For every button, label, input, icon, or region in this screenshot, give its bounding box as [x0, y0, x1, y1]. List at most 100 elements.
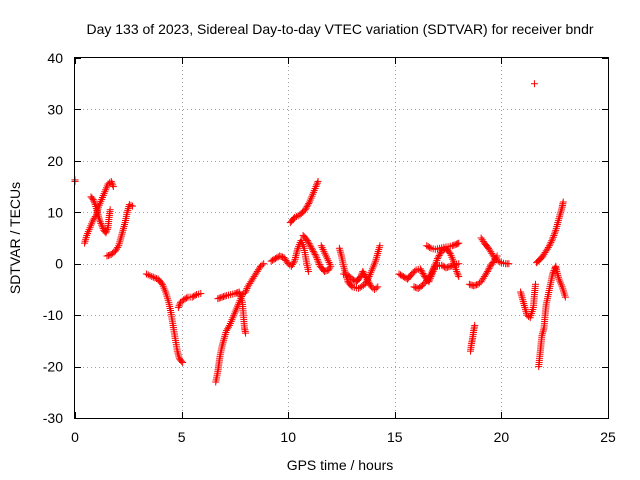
data-point: [455, 260, 463, 268]
data-point: [336, 248, 344, 256]
data-point: [304, 201, 312, 209]
x-tick-label: 15: [387, 429, 403, 445]
data-point: [308, 244, 316, 252]
data-point: [521, 303, 529, 311]
data-point: [374, 248, 382, 255]
data-point: [552, 224, 560, 232]
data-point: [471, 321, 479, 329]
data-point: [309, 247, 317, 255]
data-point: [292, 213, 300, 221]
data-point: [81, 237, 89, 245]
data-point: [450, 241, 458, 249]
data-point: [554, 217, 562, 225]
data-point: [225, 323, 233, 331]
y-tick-label: -10: [43, 307, 63, 323]
data-point: [303, 237, 311, 245]
data-point: [125, 201, 133, 209]
data-point: [375, 244, 383, 252]
data-point: [376, 242, 384, 250]
data-point: [470, 282, 478, 290]
data-point: [445, 263, 453, 271]
data-point: [556, 211, 564, 219]
data-point: [91, 199, 99, 207]
data-point: [439, 262, 447, 270]
y-tick-label: 40: [47, 50, 63, 66]
data-point: [314, 177, 322, 185]
data-point: [217, 294, 225, 302]
data-point: [220, 336, 228, 344]
data-point: [363, 275, 371, 283]
data-point: [190, 292, 198, 300]
data-point: [121, 221, 129, 228]
data-point: [399, 273, 407, 281]
data-point: [178, 357, 186, 365]
data-point: [311, 250, 319, 258]
data-point: [549, 235, 557, 243]
data-point: [232, 289, 240, 297]
data-point: [485, 264, 493, 272]
data-point: [242, 286, 250, 294]
data-point: [417, 266, 425, 274]
data-point: [517, 290, 525, 298]
data-point: [220, 293, 228, 301]
data-point: [242, 329, 250, 337]
data-point: [336, 246, 344, 254]
data-point: [418, 268, 426, 276]
data-point: [96, 216, 104, 224]
data-point: [107, 177, 115, 185]
data-point: [270, 255, 278, 263]
data-point: [538, 330, 546, 338]
data-point: [325, 266, 333, 274]
data-point: [365, 278, 373, 286]
axis-ticks: [75, 58, 609, 419]
data-point: [435, 251, 443, 259]
data-point: [103, 225, 111, 233]
data-point: [242, 288, 250, 296]
data-point: [356, 274, 364, 282]
data-point: [549, 233, 557, 241]
data-point: [277, 253, 285, 261]
data-point: [174, 303, 182, 311]
data-point: [555, 215, 563, 223]
data-point: [532, 280, 540, 288]
data-point: [337, 250, 345, 258]
y-tick-labels: -30 -20 -10 0 10 20 30 40: [43, 50, 63, 426]
data-point: [129, 202, 137, 210]
data-point: [127, 201, 135, 209]
data-point: [174, 349, 182, 357]
data-point: [179, 358, 187, 366]
data-point: [554, 219, 562, 227]
data-point: [118, 230, 126, 238]
data-point: [98, 221, 106, 229]
data-point: [530, 80, 538, 88]
data-point: [347, 282, 355, 290]
data-point: [312, 183, 320, 191]
data-point: [104, 251, 112, 259]
data-point: [81, 239, 89, 247]
data-point: [419, 269, 427, 277]
data-point: [455, 273, 463, 281]
data-point: [313, 254, 321, 262]
data-point: [434, 253, 442, 261]
data-point: [118, 228, 126, 236]
data-point: [260, 260, 268, 268]
data-point: [303, 203, 311, 211]
data-point: [148, 273, 156, 281]
data-point: [557, 209, 565, 217]
data-point: [98, 223, 106, 231]
data-point: [410, 283, 418, 291]
data-point: [119, 226, 127, 234]
data-point: [555, 213, 563, 221]
data-point: [106, 251, 114, 259]
data-point: [313, 181, 321, 189]
data-point: [120, 224, 128, 232]
data-point: [559, 198, 567, 206]
data-point: [550, 230, 558, 238]
data-point: [545, 242, 553, 250]
data-point: [267, 257, 275, 265]
data-point: [453, 269, 461, 277]
data-point: [88, 194, 96, 202]
data-point: [117, 234, 125, 242]
data-point: [558, 205, 566, 213]
data-point: [396, 271, 404, 279]
